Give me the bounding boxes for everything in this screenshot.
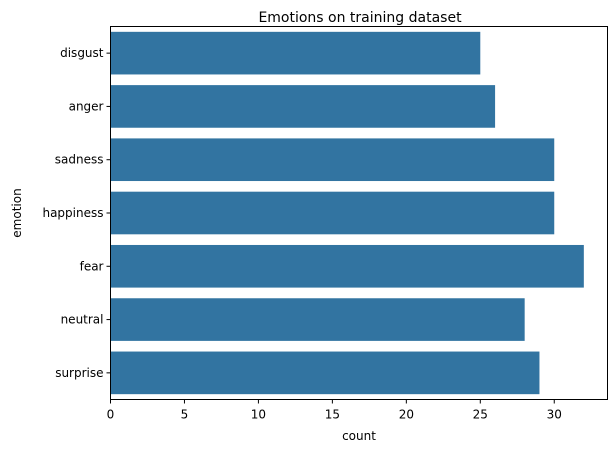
x-tick-label: 15 [325, 408, 340, 422]
bar-surprise [110, 351, 540, 395]
x-tick-label: 30 [547, 408, 562, 422]
chart-title: Emotions on training dataset [258, 10, 462, 26]
bar-fear [110, 244, 584, 288]
x-tick-label: 0 [107, 408, 115, 422]
bar-happiness [110, 191, 555, 235]
y-tick-label: disgust [60, 46, 104, 60]
y-tick-label: neutral [61, 313, 104, 327]
y-tick-label: fear [80, 259, 104, 273]
bars-layer [110, 31, 584, 395]
x-tick-label: 25 [473, 408, 488, 422]
bar-sadness [110, 138, 555, 182]
plot-area-frame [110, 26, 608, 400]
y-tick-label: anger [69, 99, 104, 113]
bar-disgust [110, 31, 481, 75]
y-tick-label: happiness [42, 206, 103, 220]
bar-anger [110, 85, 496, 128]
bar-neutral [110, 298, 525, 341]
y-tick-label: sadness [55, 153, 104, 167]
y-axis-label: emotion [10, 188, 24, 237]
y-tick-label: surprise [55, 366, 103, 380]
x-axis-label: count [342, 429, 376, 443]
x-tick-label: 5 [181, 408, 189, 422]
x-axis-ticks: 0 5 10 15 20 25 30 [107, 399, 562, 422]
x-tick-label: 20 [399, 408, 414, 422]
y-axis-ticks: disgust anger sadness happiness fear neutral s… [42, 46, 111, 380]
x-tick-label: 10 [251, 408, 266, 422]
